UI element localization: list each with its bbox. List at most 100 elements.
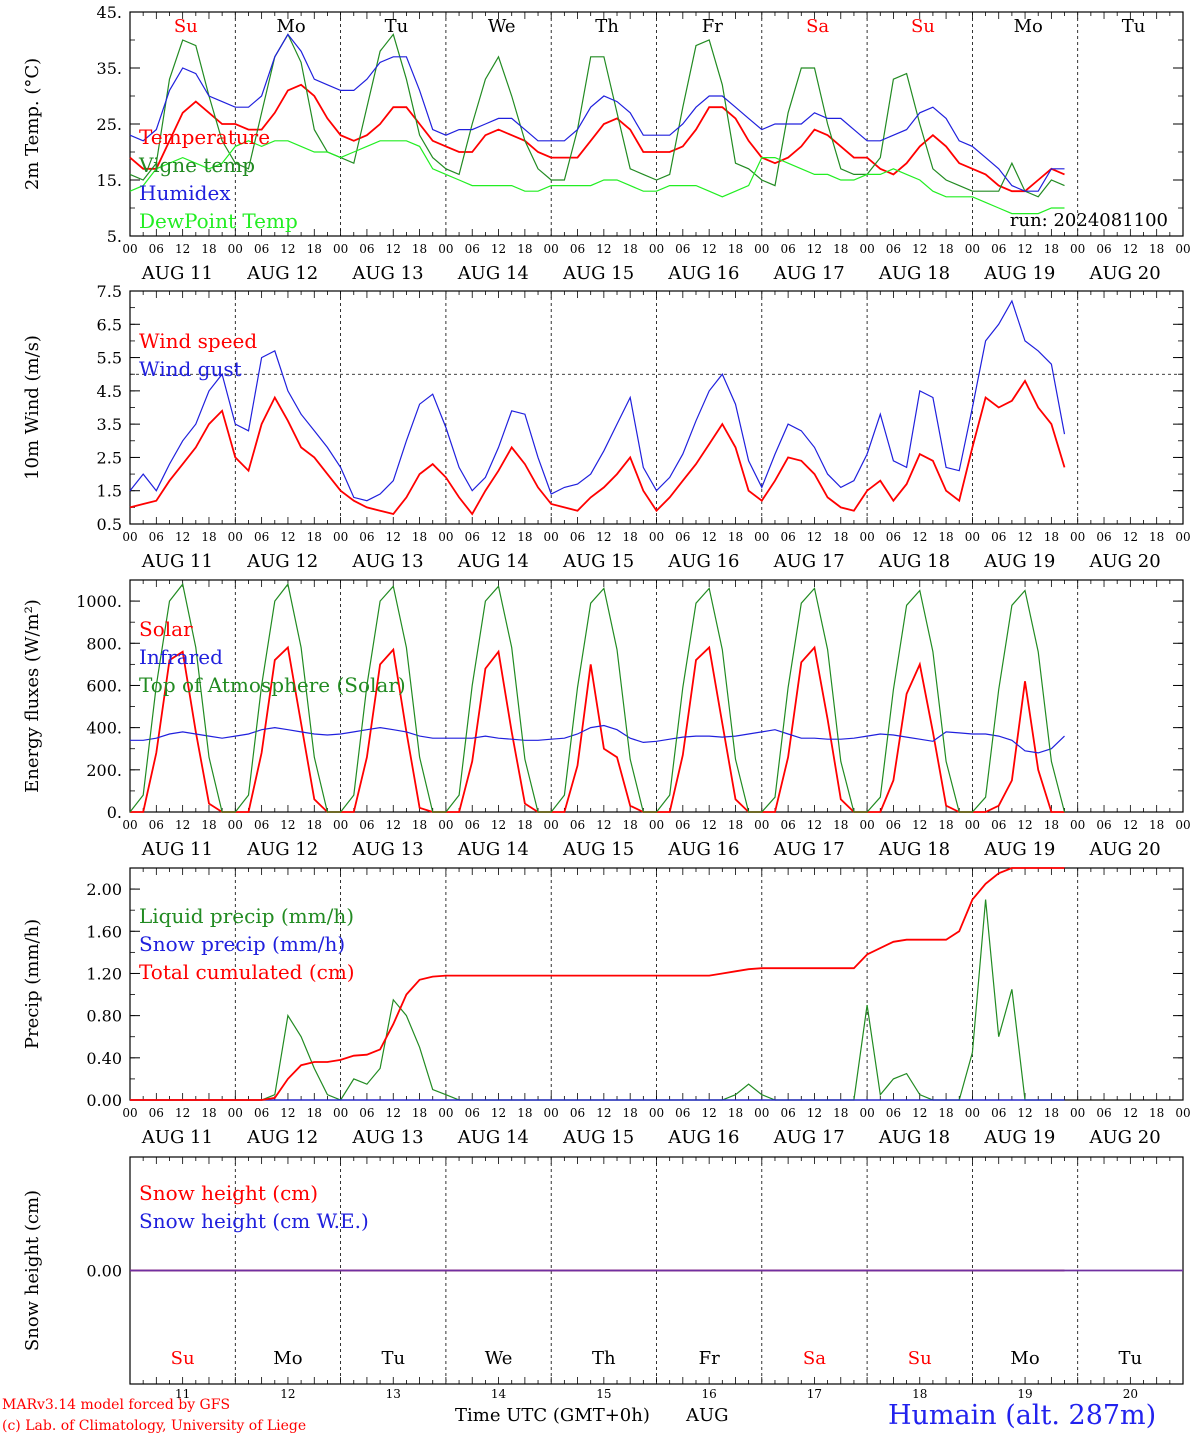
hour-tick-label: 06 <box>359 242 374 256</box>
hour-tick-label: 06 <box>886 818 901 832</box>
weekday-label: Sa <box>806 16 829 37</box>
hour-tick-label: 18 <box>833 242 848 256</box>
y-tick-label: 2.5 <box>97 448 122 467</box>
hour-tick-label: 18 <box>728 818 743 832</box>
date-label: AUG 18 <box>878 551 950 572</box>
hour-tick-label: 06 <box>1096 1106 1111 1120</box>
y-tick-label: 7.5 <box>97 282 122 301</box>
hour-tick-label: 18 <box>623 242 638 256</box>
hour-tick-label: 00 <box>965 818 980 832</box>
credit-lab: (c) Lab. of Climatology, University of L… <box>2 1418 307 1434</box>
y-tick-label: 5.5 <box>97 349 122 368</box>
y-axis-title: Energy fluxes (W/m²) <box>22 599 43 793</box>
month-label: AUG <box>686 1405 729 1426</box>
hour-tick-label: 12 <box>1017 242 1032 256</box>
date-label: AUG 19 <box>983 263 1055 284</box>
hour-tick-label: 12 <box>912 1106 927 1120</box>
hour-tick-label: 06 <box>675 242 690 256</box>
hour-tick-label: 12 <box>175 818 190 832</box>
y-tick-label: 15. <box>97 171 122 190</box>
hour-tick-label: 06 <box>465 1106 480 1120</box>
hour-tick-label: 06 <box>149 818 164 832</box>
hour-tick-label: 18 <box>728 530 743 544</box>
y-tick-label: 1.5 <box>97 482 122 501</box>
hour-tick-label: 00 <box>544 818 559 832</box>
y-tick-label: 1.60 <box>86 922 122 941</box>
date-label: AUG 15 <box>562 263 634 284</box>
hour-tick-label: 06 <box>149 242 164 256</box>
hour-tick-label: 00 <box>1070 242 1085 256</box>
date-label: AUG 16 <box>667 839 739 860</box>
day-number-label: 12 <box>280 1387 295 1401</box>
weekday-label: Su <box>911 16 935 37</box>
hour-tick-label: 12 <box>807 530 822 544</box>
date-label: AUG 17 <box>773 263 845 284</box>
hour-tick-label: 18 <box>833 530 848 544</box>
hour-tick-label: 06 <box>570 242 585 256</box>
hour-tick-label: 12 <box>912 530 927 544</box>
hour-tick-label: 12 <box>280 1106 295 1120</box>
hour-tick-label: 18 <box>728 1106 743 1120</box>
y-tick-label: 0.40 <box>86 1049 122 1068</box>
station-label: Humain (alt. 287m) <box>888 1400 1157 1431</box>
hour-tick-label: 18 <box>833 818 848 832</box>
hour-tick-label: 06 <box>675 818 690 832</box>
hour-tick-label: 00 <box>754 242 769 256</box>
hour-tick-label: 00 <box>1175 530 1190 544</box>
hour-tick-label: 18 <box>623 818 638 832</box>
hour-tick-label: 00 <box>754 530 769 544</box>
hour-tick-label: 00 <box>859 818 874 832</box>
hour-tick-label: 18 <box>1044 1106 1059 1120</box>
hour-tick-label: 18 <box>307 530 322 544</box>
date-label: AUG 15 <box>562 839 634 860</box>
y-tick-label: 0.80 <box>86 1007 122 1026</box>
date-label: AUG 13 <box>351 839 423 860</box>
hour-tick-label: 18 <box>1149 242 1164 256</box>
weekday-label: Mo <box>1014 16 1043 37</box>
hour-tick-label: 12 <box>807 242 822 256</box>
day-number-label: 19 <box>1017 1387 1032 1401</box>
y-tick-label: 25. <box>97 115 122 134</box>
bottom-weekday-label: Fr <box>699 1348 720 1369</box>
date-label: AUG 19 <box>983 1127 1055 1148</box>
date-label: AUG 17 <box>773 1127 845 1148</box>
hour-tick-label: 06 <box>254 818 269 832</box>
y-tick-label: 0.5 <box>97 515 122 534</box>
hour-tick-label: 12 <box>702 242 717 256</box>
date-label: AUG 14 <box>457 1127 529 1148</box>
legend-entry: Solar <box>139 617 193 641</box>
hour-tick-label: 06 <box>254 530 269 544</box>
series-line-temperature <box>129 83 1065 193</box>
hour-tick-label: 12 <box>280 818 295 832</box>
series-line-top-of-atmosphere-solar- <box>129 582 1066 813</box>
date-label: AUG 20 <box>1088 263 1160 284</box>
hour-tick-label: 18 <box>307 818 322 832</box>
hour-tick-label: 00 <box>859 1106 874 1120</box>
weekday-label: Th <box>595 16 619 37</box>
weekday-label: Mo <box>276 16 305 37</box>
y-tick-label: 800. <box>86 634 122 653</box>
hour-tick-label: 18 <box>833 1106 848 1120</box>
hour-tick-label: 00 <box>228 818 243 832</box>
hour-tick-label: 06 <box>780 530 795 544</box>
hour-tick-label: 06 <box>570 530 585 544</box>
hour-tick-label: 12 <box>175 530 190 544</box>
hour-tick-label: 18 <box>1149 1106 1164 1120</box>
series-line-humidex <box>129 33 1065 192</box>
hour-tick-label: 06 <box>886 530 901 544</box>
hour-tick-label: 12 <box>702 530 717 544</box>
series-line-wind-gust <box>129 299 1066 502</box>
y-tick-label: 0. <box>107 803 122 822</box>
date-label: AUG 18 <box>878 839 950 860</box>
y-axis-title: 2m Temp. (°C) <box>22 58 43 190</box>
hour-tick-label: 12 <box>912 242 927 256</box>
y-tick-label: 5. <box>107 227 122 246</box>
date-label: AUG 19 <box>983 551 1055 572</box>
hour-tick-label: 12 <box>175 1106 190 1120</box>
hour-tick-label: 00 <box>1070 1106 1085 1120</box>
date-label: AUG 19 <box>983 839 1055 860</box>
hour-tick-label: 00 <box>228 1106 243 1120</box>
credit-model: MARv3.14 model forced by GFS <box>2 1397 231 1413</box>
hour-tick-label: 00 <box>544 242 559 256</box>
